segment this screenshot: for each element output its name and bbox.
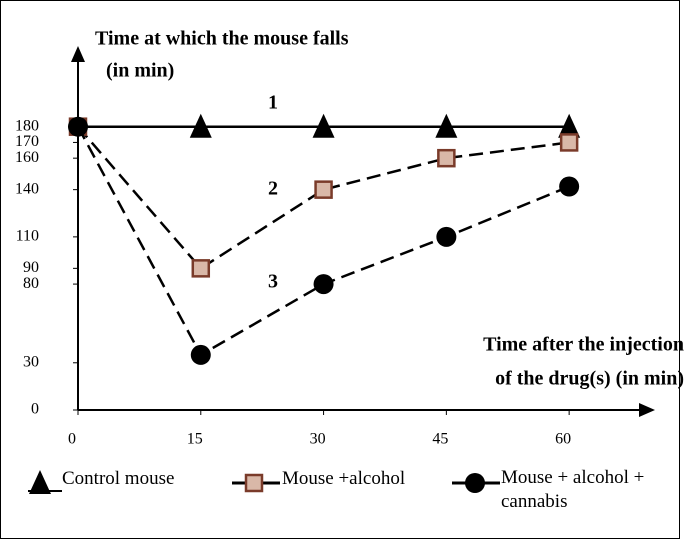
x-axis-title: of the drug(s) (in min) <box>495 368 684 390</box>
y-tick-label: 180 <box>15 117 39 134</box>
x-axis-title: Time after the injection <box>483 334 684 356</box>
legend-label: Mouse + alcohol + cannabis <box>501 467 645 512</box>
marker <box>314 180 333 199</box>
annotation: 1 <box>268 92 278 114</box>
y-tick-label: 110 <box>16 228 39 245</box>
x-tick-label: 60 <box>555 431 571 448</box>
marker <box>558 113 581 138</box>
annotation: 2 <box>268 178 278 200</box>
y-tick-label: 80 <box>23 275 39 292</box>
marker <box>68 116 88 137</box>
y-axis-title: (in min) <box>106 60 174 82</box>
marker <box>191 259 211 278</box>
legend-label: Control mouse <box>62 468 175 489</box>
marker <box>189 113 212 138</box>
series-line <box>76 126 570 357</box>
x-tick-label: 0 <box>68 431 76 448</box>
x-tick-label: 30 <box>310 431 326 448</box>
x-tick-label: 15 <box>187 431 203 448</box>
y-arrow <box>71 46 85 62</box>
marker <box>436 226 457 247</box>
y-tick-label: 30 <box>23 353 39 370</box>
y-tick-label: 160 <box>15 149 39 166</box>
y-axis-title: Time at which the mouse falls <box>95 28 349 50</box>
y-tick-label: 0 <box>31 401 39 418</box>
marker <box>435 113 458 138</box>
marker <box>559 133 579 152</box>
marker <box>313 274 334 295</box>
annotation: 3 <box>268 271 278 293</box>
marker <box>190 344 211 365</box>
x-arrow <box>639 403 655 417</box>
marker <box>312 113 335 138</box>
marker <box>559 176 580 197</box>
marker <box>437 148 456 168</box>
y-tick-label: 140 <box>15 180 39 197</box>
marker <box>465 473 485 493</box>
x-tick-label: 45 <box>432 431 448 448</box>
marker <box>244 473 264 493</box>
y-tick-label: 170 <box>15 133 39 150</box>
marker <box>29 470 51 494</box>
legend-label: Mouse +alcohol <box>282 468 406 489</box>
y-tick-label: 90 <box>23 259 39 276</box>
